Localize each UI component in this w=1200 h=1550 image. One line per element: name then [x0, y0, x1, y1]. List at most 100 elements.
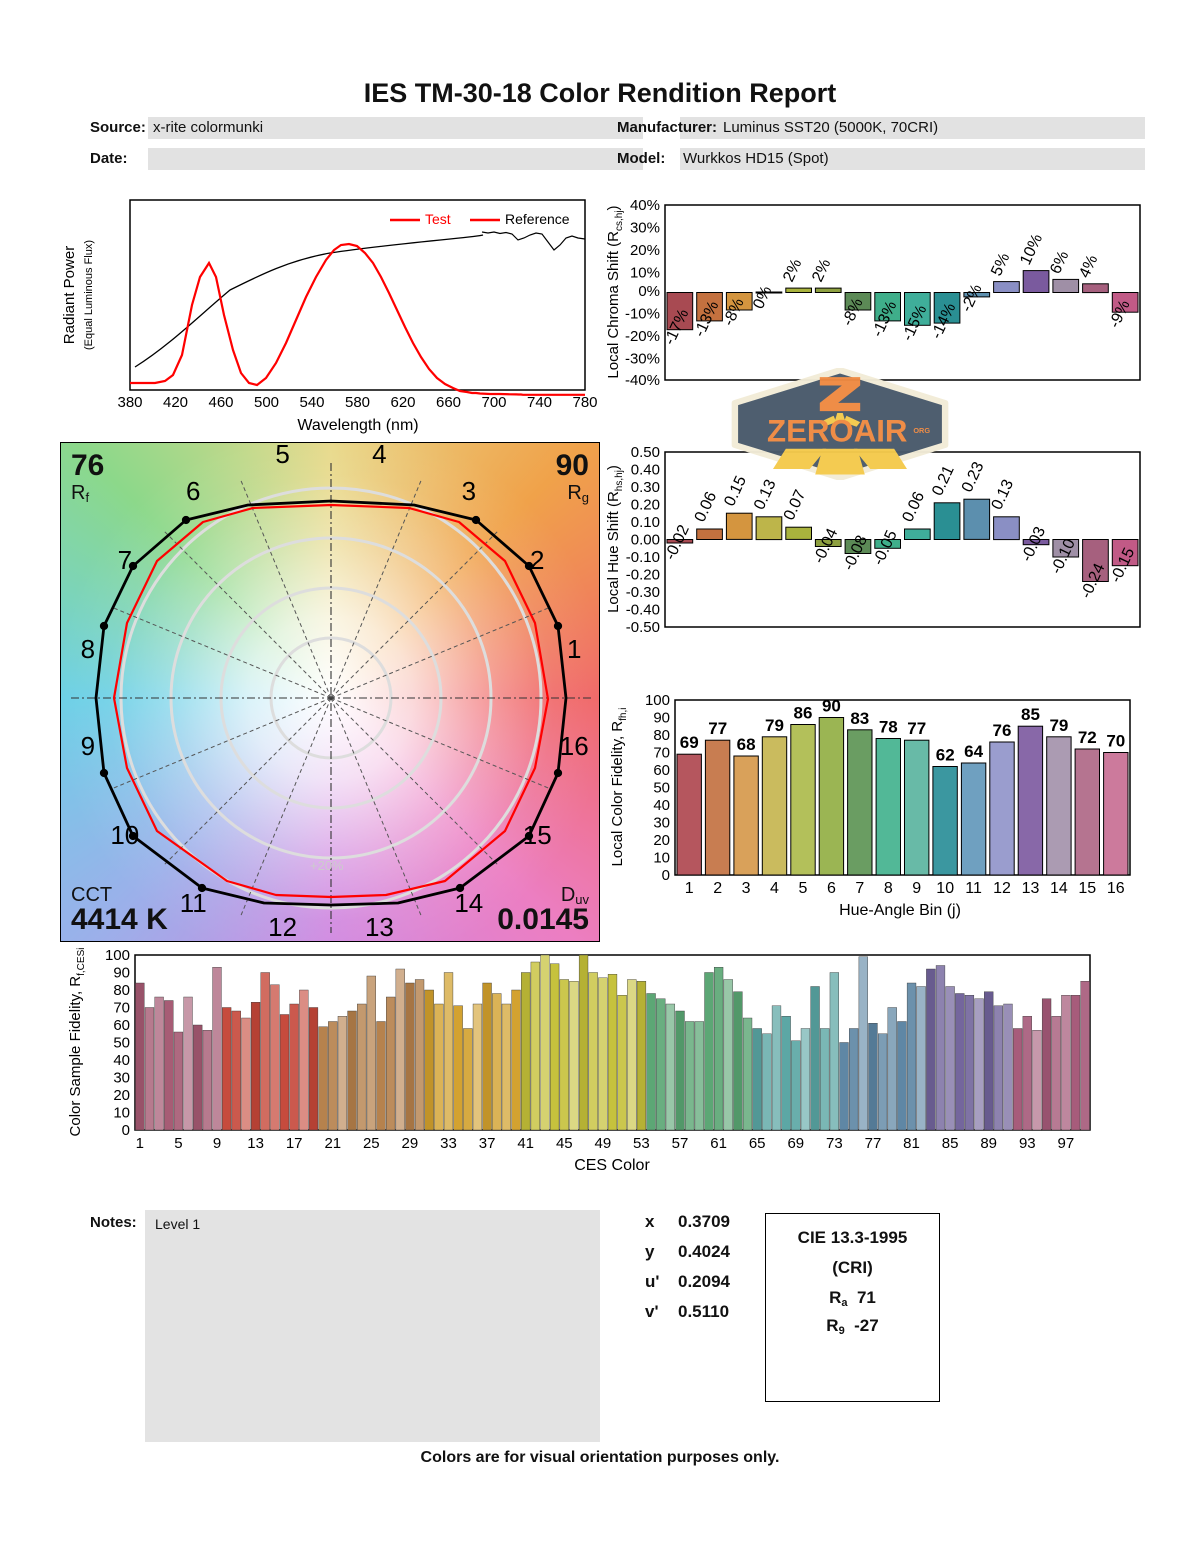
svg-text:61: 61: [710, 1135, 727, 1152]
svg-text:-0.50: -0.50: [626, 619, 660, 636]
svg-text:5%: 5%: [988, 251, 1013, 279]
svg-text:60: 60: [113, 1017, 130, 1034]
svg-text:77: 77: [708, 719, 727, 738]
svg-text:62: 62: [936, 746, 955, 765]
svg-text:ZEROAIR: ZEROAIR: [767, 413, 907, 448]
svg-text:420: 420: [163, 394, 188, 411]
svg-text:45: 45: [556, 1135, 573, 1152]
svg-text:0.13: 0.13: [989, 477, 1018, 512]
svg-text:(Equal Luminous Flux): (Equal Luminous Flux): [83, 240, 95, 350]
svg-text:780: 780: [572, 394, 597, 411]
svg-text:4: 4: [372, 443, 386, 469]
svg-text:Local Chroma Shift (Rcs,hj): Local Chroma Shift (Rcs,hj): [605, 205, 625, 378]
svg-text:68: 68: [737, 735, 756, 754]
svg-text:Wavelength (nm): Wavelength (nm): [297, 417, 418, 434]
svg-text:90: 90: [822, 697, 841, 716]
svg-text:69: 69: [787, 1135, 804, 1152]
svg-text:13: 13: [247, 1135, 264, 1152]
svg-text:0.10: 0.10: [631, 514, 660, 531]
svg-text:380: 380: [117, 394, 142, 411]
svg-text:1: 1: [136, 1135, 144, 1152]
svg-text:40: 40: [113, 1052, 130, 1069]
svg-text:-2%: -2%: [958, 282, 985, 315]
svg-text:20%: 20%: [630, 242, 660, 259]
svg-text:69: 69: [680, 733, 699, 752]
svg-text:0.06: 0.06: [900, 489, 929, 524]
svg-text:49: 49: [595, 1135, 612, 1152]
svg-text:50: 50: [653, 780, 670, 797]
svg-text:17: 17: [286, 1135, 303, 1152]
svg-text:53: 53: [633, 1135, 650, 1152]
svg-text:6: 6: [827, 880, 836, 897]
svg-text:57: 57: [672, 1135, 689, 1152]
svg-text:41: 41: [517, 1135, 534, 1152]
svg-text:40: 40: [653, 797, 670, 814]
svg-text:16: 16: [1107, 880, 1125, 897]
svg-text:3: 3: [742, 880, 751, 897]
svg-text:500: 500: [254, 394, 279, 411]
svg-text:64: 64: [964, 742, 983, 761]
svg-text:6%: 6%: [1047, 249, 1072, 277]
svg-text:7: 7: [855, 880, 864, 897]
svg-text:89: 89: [980, 1135, 997, 1152]
svg-text:5: 5: [799, 880, 808, 897]
svg-text:13: 13: [1022, 880, 1040, 897]
svg-text:11: 11: [965, 880, 982, 897]
svg-text:20: 20: [113, 1087, 130, 1104]
svg-text:12: 12: [268, 912, 297, 942]
svg-text:70: 70: [1106, 732, 1125, 751]
svg-text:-0.20: -0.20: [626, 567, 660, 584]
svg-text:16: 16: [560, 731, 589, 761]
svg-text:9: 9: [912, 880, 921, 897]
svg-text:-0.30: -0.30: [626, 584, 660, 601]
svg-text:72: 72: [1078, 728, 1097, 747]
svg-text:540: 540: [299, 394, 324, 411]
svg-text:Color Sample Fidelity, Rf,CESi: Color Sample Fidelity, Rf,CESi: [67, 948, 87, 1137]
svg-text:0: 0: [662, 867, 670, 884]
svg-text:0%: 0%: [638, 283, 660, 300]
svg-text:ORG: ORG: [913, 426, 930, 435]
svg-text:21: 21: [324, 1135, 341, 1152]
svg-text:10: 10: [653, 850, 670, 867]
svg-text:0.06: 0.06: [692, 489, 721, 524]
svg-text:80: 80: [653, 727, 670, 744]
svg-text:0.50: 0.50: [631, 444, 660, 461]
svg-text:86: 86: [794, 704, 813, 723]
svg-text:4%: 4%: [1076, 253, 1101, 281]
svg-text:14: 14: [1050, 880, 1068, 897]
svg-text:2: 2: [713, 880, 722, 897]
svg-text:77: 77: [907, 719, 926, 738]
svg-text:620: 620: [390, 394, 415, 411]
svg-text:33: 33: [440, 1135, 457, 1152]
svg-text:90: 90: [113, 965, 130, 982]
svg-text:29: 29: [402, 1135, 419, 1152]
svg-text:97: 97: [1058, 1135, 1075, 1152]
svg-text:0: 0: [122, 1122, 130, 1139]
svg-text:1: 1: [685, 880, 694, 897]
svg-text:50: 50: [113, 1035, 130, 1052]
svg-text:0.00: 0.00: [631, 532, 660, 549]
svg-text:8: 8: [884, 880, 893, 897]
svg-text:79: 79: [765, 716, 784, 735]
svg-text:83: 83: [850, 709, 869, 728]
svg-text:-30%: -30%: [625, 351, 660, 368]
svg-text:-40%: -40%: [625, 372, 660, 389]
svg-text:-10%: -10%: [625, 306, 660, 323]
svg-text:30%: 30%: [630, 220, 660, 237]
svg-text:660: 660: [436, 394, 461, 411]
svg-text:10%: 10%: [630, 265, 660, 282]
svg-text:73: 73: [826, 1135, 843, 1152]
svg-text:Radiant Power: Radiant Power: [61, 246, 78, 344]
svg-text:580: 580: [345, 394, 370, 411]
svg-text:10%: 10%: [1017, 231, 1046, 267]
svg-text:60: 60: [653, 762, 670, 779]
svg-text:460: 460: [208, 394, 233, 411]
svg-text:-0.10: -0.10: [626, 549, 660, 566]
svg-text:0.40: 0.40: [631, 462, 660, 479]
svg-text:Local Color Fidelity, Rfh,i: Local Color Fidelity, Rfh,i: [609, 708, 629, 867]
svg-text:9: 9: [213, 1135, 221, 1152]
svg-text:10: 10: [113, 1105, 130, 1122]
svg-text:9: 9: [81, 731, 95, 761]
svg-text:1: 1: [567, 634, 581, 664]
svg-text:14: 14: [454, 888, 483, 918]
